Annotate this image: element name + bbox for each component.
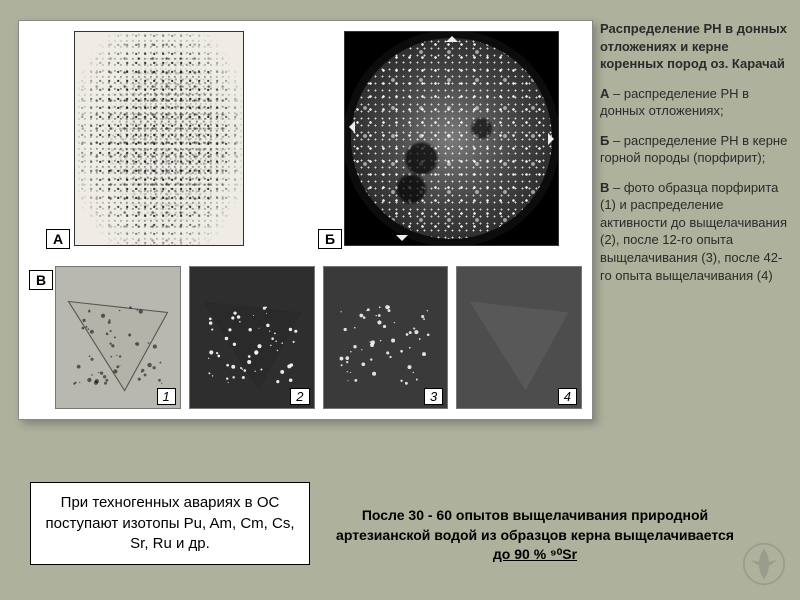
text-a: – распределение РН в донных отложениях; xyxy=(600,86,749,119)
leach-line: После 30 - 60 опытов выщелачивания приро… xyxy=(336,507,734,543)
panel-a-label: А xyxy=(46,229,70,249)
sub-number: 4 xyxy=(558,388,577,405)
sidebar-caption: Распределение РН в донных отложениях и к… xyxy=(600,20,790,296)
sub-panel-4: 4 xyxy=(456,266,582,409)
sub-number: 1 xyxy=(157,388,176,405)
institute-logo-icon xyxy=(742,542,786,586)
panel-a xyxy=(74,31,244,246)
panel-b-disk xyxy=(351,38,552,239)
sample-triangle-icon xyxy=(58,285,178,395)
sample-triangle-icon xyxy=(325,285,445,395)
panel-v-label: В xyxy=(29,270,53,290)
leaching-result-text: После 30 - 60 опытов выщелачивания приро… xyxy=(330,506,740,565)
text-v: – фото образца порфирита (1) и распредел… xyxy=(600,180,787,283)
sub-number: 3 xyxy=(424,388,443,405)
lead-a: А xyxy=(600,86,609,101)
sub-panel-3: 3 xyxy=(323,266,449,409)
sample-triangle-icon xyxy=(459,285,579,395)
panel-v-row: 1 2 3 4 xyxy=(55,266,582,409)
panel-b xyxy=(344,31,559,246)
arrow-icon xyxy=(446,31,458,42)
lead-b: Б xyxy=(600,133,609,148)
sample-triangle-icon xyxy=(192,285,312,395)
arrow-icon xyxy=(344,121,355,133)
leach-underline: до 90 % ⁹⁰Sr xyxy=(493,546,577,562)
sub-panel-2: 2 xyxy=(189,266,315,409)
caption-b: Б – распределение РН в керне горной поро… xyxy=(600,132,790,167)
text-b: – распределение РН в керне горной породы… xyxy=(600,133,787,166)
sub-number: 2 xyxy=(290,388,309,405)
arrow-icon xyxy=(396,235,408,246)
caption-a: А – распределение РН в донных отложениях… xyxy=(600,85,790,120)
caption-title: Распределение РН в донных отложениях и к… xyxy=(600,20,790,73)
isotopes-note-box: При техногенных авариях в ОС поступают и… xyxy=(30,482,310,565)
figure-panel: А Б В 1 2 3 xyxy=(18,20,593,420)
arrow-icon xyxy=(548,133,559,145)
sub-panel-1: 1 xyxy=(55,266,181,409)
lead-v: В xyxy=(600,180,609,195)
caption-v: В – фото образца порфирита (1) и распред… xyxy=(600,179,790,284)
panel-a-texture xyxy=(75,32,243,245)
panel-b-label: Б xyxy=(318,229,342,249)
